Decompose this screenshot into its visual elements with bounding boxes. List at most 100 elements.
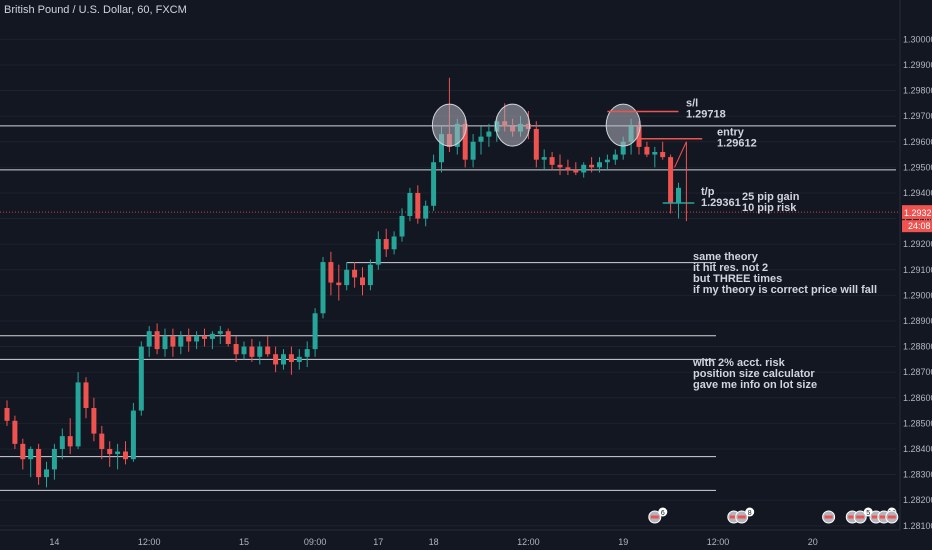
candle[interactable] [367,264,373,286]
candle[interactable] [67,436,73,447]
candle[interactable] [312,313,318,350]
candle[interactable] [304,349,310,357]
candle[interactable] [194,336,200,342]
x-tick-label: 12:00 [707,537,730,547]
candle[interactable] [565,167,571,170]
candle[interactable] [296,356,302,362]
candle[interactable] [51,448,57,470]
candle[interactable] [217,331,223,334]
candle[interactable] [439,134,444,163]
candle[interactable] [399,216,405,237]
chart-title: British Pound / U.S. Dollar, 60, FXCM [4,4,187,16]
candle[interactable] [123,451,128,460]
candle[interactable] [478,136,484,142]
y-tick-label: 1.28500 [903,418,932,428]
candle[interactable] [360,277,365,286]
y-tick-label: 1.28700 [903,367,932,377]
candle[interactable] [423,205,429,219]
candle[interactable] [20,443,26,460]
candle[interactable] [597,162,602,168]
x-tick-label: 20 [808,537,818,547]
candle[interactable] [581,164,587,173]
candle[interactable] [249,346,255,357]
candle[interactable] [660,152,666,158]
candle[interactable] [652,152,658,155]
candle[interactable] [209,333,215,339]
countdown-label: 24:08 [908,221,931,231]
candle[interactable] [375,239,381,265]
candle[interactable] [676,187,681,204]
candle[interactable] [59,436,65,449]
candle[interactable] [328,262,334,283]
current-price-tag [902,205,932,220]
candle[interactable] [75,382,81,447]
candle[interactable] [186,336,192,342]
candle[interactable] [344,269,350,286]
candle[interactable] [486,131,492,137]
candle[interactable] [407,192,413,216]
candle[interactable] [265,346,271,355]
candle[interactable] [391,236,397,250]
x-tick-label: 15 [239,537,249,547]
candle[interactable] [636,126,642,147]
candle[interactable] [107,448,113,455]
current-price-label: 1.29325 [904,208,932,218]
candle[interactable] [202,336,207,339]
candle[interactable] [178,336,184,347]
y-tick-label: 1.29100 [903,265,932,275]
candle[interactable] [4,408,10,421]
candle[interactable] [541,157,547,160]
candle[interactable] [431,162,437,206]
candle[interactable] [557,164,563,168]
candle[interactable] [336,282,342,286]
candle[interactable] [130,410,136,460]
candle[interactable] [573,169,579,173]
candle[interactable] [383,239,389,250]
candle[interactable] [644,146,650,155]
y-tick-label: 1.29700 [903,111,932,121]
candle[interactable] [533,128,539,160]
candle[interactable] [91,408,97,434]
x-tick-label: 14 [49,537,59,547]
candle[interactable] [668,157,674,204]
candle[interactable] [83,382,89,408]
x-tick-label: 17 [373,537,383,547]
candle[interactable] [620,141,626,155]
flag-stripe [879,515,888,519]
candle[interactable] [28,448,34,460]
candle[interactable] [36,448,42,478]
y-tick-label: 1.28900 [903,316,932,326]
candle[interactable] [470,141,476,160]
candle[interactable] [170,336,176,347]
candle[interactable] [257,346,263,357]
candle[interactable] [12,420,18,444]
candle[interactable] [115,451,121,455]
candle[interactable] [225,331,231,344]
candle[interactable] [549,157,555,165]
candle[interactable] [612,154,618,160]
candle[interactable] [44,469,49,478]
annotation-note: with 2% acct. risk position size calculat… [692,357,817,391]
candle[interactable] [352,269,358,278]
candle[interactable] [162,336,168,350]
event-count: 6 [661,510,665,517]
candle[interactable] [273,354,279,365]
candle[interactable] [604,159,610,163]
y-tick-label: 1.28100 [903,521,932,531]
candle[interactable] [281,354,286,365]
candle[interactable] [154,331,160,350]
candle[interactable] [462,123,468,160]
candle[interactable] [146,331,152,347]
flag-stripe [650,515,659,519]
candle[interactable] [320,262,326,314]
candle[interactable] [138,346,144,411]
candle[interactable] [415,192,421,219]
candle[interactable] [99,433,105,449]
candle[interactable] [288,354,294,362]
candle[interactable] [589,164,595,168]
candle[interactable] [241,346,247,355]
candle[interactable] [233,344,239,355]
y-tick-label: 1.28800 [903,342,932,352]
stop-loss-label: s/l 1.29718 [686,98,726,121]
